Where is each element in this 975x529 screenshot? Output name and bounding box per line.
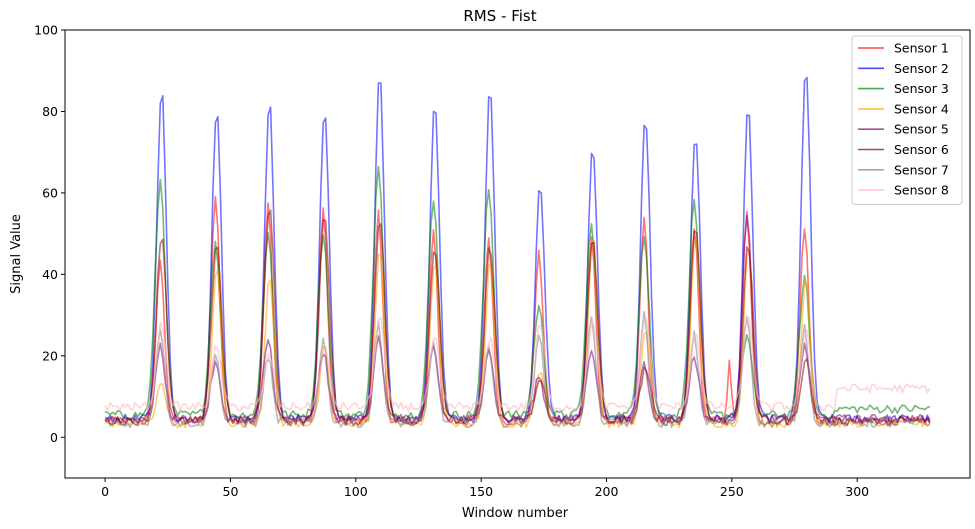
chart-title: RMS - Fist — [463, 7, 536, 25]
y-axis: 0 20 40 60 80 100 — [34, 23, 65, 445]
x-axis-label: Window number — [462, 506, 569, 521]
legend-label-sensor-1: Sensor 1 — [894, 41, 949, 56]
y-tick-label: 40 — [42, 267, 58, 282]
y-tick-label: 20 — [42, 348, 58, 363]
legend-label-sensor-8: Sensor 8 — [894, 183, 949, 198]
series-layer — [104, 76, 931, 429]
series-line-sensor-7 — [104, 310, 931, 429]
y-axis-label: Signal Value — [9, 214, 24, 294]
legend-label-sensor-4: Sensor 4 — [894, 101, 949, 116]
legend-label-sensor-2: Sensor 2 — [894, 61, 949, 76]
x-tick-label: 0 — [101, 484, 109, 499]
series-line-sensor-8 — [104, 314, 931, 413]
legend-label-sensor-6: Sensor 6 — [894, 142, 949, 157]
x-tick-label: 150 — [469, 484, 493, 499]
y-tick-label: 100 — [34, 23, 58, 38]
y-tick-label: 60 — [42, 185, 58, 200]
plot-frame — [64, 29, 971, 479]
y-tick-label: 80 — [42, 104, 58, 119]
x-tick-label: 300 — [845, 484, 869, 499]
x-tick-label: 50 — [223, 484, 239, 499]
legend-box — [851, 35, 963, 205]
series-line-sensor-6 — [104, 209, 931, 427]
legend-label-sensor-7: Sensor 7 — [894, 162, 949, 177]
y-tick-label: 0 — [50, 430, 58, 445]
x-tick-label: 250 — [720, 484, 744, 499]
x-axis: 0 50 100 150 200 250 300 — [101, 478, 869, 499]
legend: Sensor 1 Sensor 2 Sensor 3 Sensor 4 Sensor 5… — [851, 35, 963, 205]
series-line-sensor-5 — [104, 214, 931, 425]
x-tick-label: 200 — [595, 484, 619, 499]
x-tick-label: 100 — [344, 484, 368, 499]
series-line-sensor-3 — [104, 165, 931, 421]
legend-label-sensor-3: Sensor 3 — [894, 81, 949, 96]
legend-label-sensor-5: Sensor 5 — [894, 122, 949, 137]
